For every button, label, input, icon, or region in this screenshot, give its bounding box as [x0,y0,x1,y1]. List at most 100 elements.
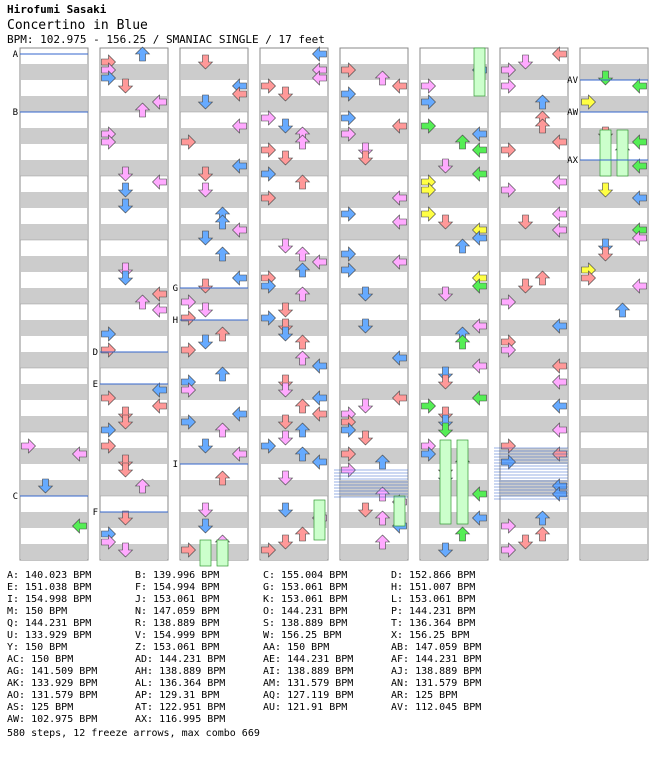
measure-band [101,96,167,112]
bpm-legend-entry: AU: 121.91 BPM [263,702,348,713]
step-arrow [632,230,647,246]
bpm-legend-entry: F: 154.994 BPM [135,582,220,593]
freeze-arrow [393,495,406,527]
measure-band [341,512,407,528]
bpm-legend-entry: A: 140.023 BPM [7,570,92,581]
step-arrow [117,454,134,470]
step-arrow [632,190,647,206]
step-arrow [374,70,391,86]
step-arrow [197,502,214,518]
bpm-legend-entry: P: 144.231 BPM [391,606,476,617]
measure-band [421,416,487,432]
step-arrow [37,478,54,494]
measure-band [341,160,407,176]
step-arrow [312,254,327,270]
step-arrow [501,62,516,78]
step-arrow [261,78,276,94]
step-arrow [312,406,327,422]
step-arrow [534,526,551,542]
measure-band [181,160,247,176]
chart-column-4 [259,46,329,561]
step-arrow [277,326,294,342]
measure-band [261,256,327,272]
measure-band [261,160,327,176]
step-arrow [277,502,294,518]
measure-band [261,192,327,208]
step-arrow [277,238,294,254]
artist-name: Hirofumi Sasaki [7,3,107,16]
step-arrow [294,350,311,366]
step-arrow [261,438,276,454]
measure-band [21,416,87,432]
step-arrow [437,366,454,382]
step-arrow [552,206,567,222]
step-arrow [152,398,167,414]
measure-band [21,192,87,208]
measure-band [181,64,247,80]
step-arrow [437,406,454,422]
step-arrow [437,158,454,174]
step-arrow [294,286,311,302]
measure-band [581,288,647,304]
step-arrow [357,430,374,446]
bpm-legend-entry: V: 154.999 BPM [135,630,220,641]
step-arrow [341,422,356,438]
step-arrow [277,534,294,550]
step-arrow [197,230,214,246]
measure-band [341,224,407,240]
step-arrow [101,534,116,550]
measure-band [21,128,87,144]
step-arrow [134,46,151,62]
step-arrow [294,262,311,278]
measure-band [21,64,87,80]
step-arrow [517,278,534,294]
bpm-legend-entry: AB: 147.059 BPM [391,642,482,653]
step-arrow [232,406,247,422]
measure-band [101,352,167,368]
measure-band [341,448,407,464]
measure-band [181,416,247,432]
step-arrow [597,70,614,86]
step-arrow [472,166,487,182]
measure-band [581,128,647,144]
bpm-legend-entry: L: 153.061 BPM [391,594,476,605]
step-arrow [421,118,436,134]
step-arrow [152,302,167,318]
step-arrow [472,390,487,406]
measure-band [341,128,407,144]
measure-band [101,160,167,176]
step-arrow [472,510,487,526]
measure-band [21,352,87,368]
step-arrow [357,286,374,302]
step-arrow [101,326,116,342]
step-arrow [197,54,214,70]
step-arrow [312,390,327,406]
step-arrow [101,342,116,358]
freeze-arrow [199,539,212,567]
step-arrow [472,318,487,334]
step-arrow [117,270,134,286]
step-arrow [152,94,167,110]
step-arrow [552,374,567,390]
step-arrow [181,310,196,326]
step-arrow [294,398,311,414]
bpm-legend-entry: O: 144.231 BPM [263,606,348,617]
step-arrow [597,238,614,254]
step-arrow [197,278,214,294]
bpm-marker-label: A [13,50,19,60]
step-arrow [261,310,276,326]
step-arrow [534,270,551,286]
step-arrow [341,446,356,462]
measure-band [181,448,247,464]
measure-band [101,288,167,304]
step-arrow [294,174,311,190]
step-arrow [312,46,327,62]
measure-band [21,256,87,272]
step-arrow [472,230,487,246]
step-arrow [277,382,294,398]
step-arrow [277,470,294,486]
chart-column-2 [99,46,169,561]
step-arrow [581,270,596,286]
step-arrow [552,318,567,334]
step-arrow [312,70,327,86]
